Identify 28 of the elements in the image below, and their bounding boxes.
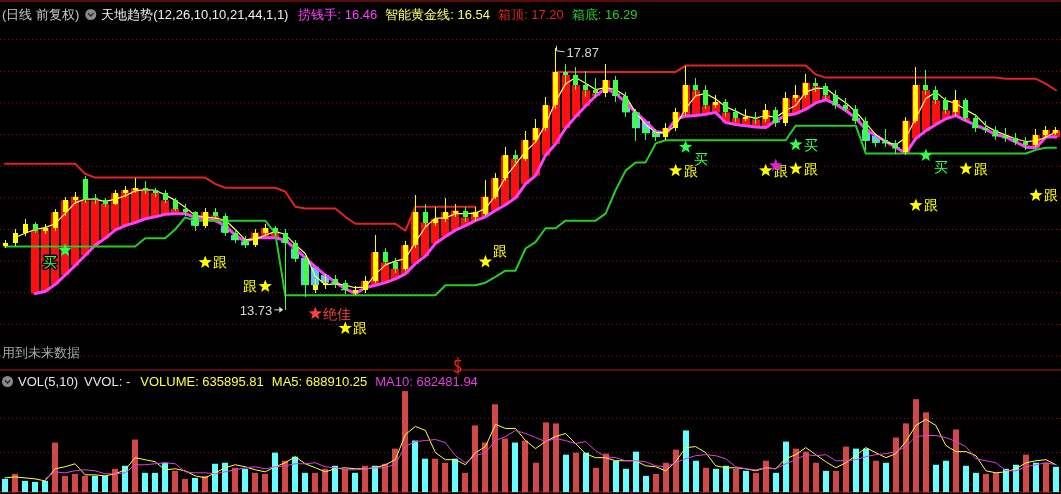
signal-point: 跟	[338, 320, 368, 337]
series-label: 绝佳	[323, 305, 352, 322]
series-label: 跟	[493, 242, 508, 259]
signal-point: 跟	[959, 160, 988, 177]
signal-point: 跟	[478, 242, 508, 268]
signal-point: 买	[919, 148, 948, 176]
chart-title: VOL(5,10)	[18, 374, 78, 389]
text: 天地趋势(12,26,10,10,21,44,1,1)	[101, 7, 289, 22]
text: 智能黄金线: 16.54	[385, 7, 490, 22]
series-label: 买	[803, 136, 818, 153]
text: 13.73	[239, 302, 273, 318]
signal-point: 跟	[1029, 187, 1058, 204]
signal-point: 跟	[909, 197, 938, 214]
signal-point: 买	[789, 136, 818, 153]
text: VOLUME: 635895.81	[140, 374, 264, 389]
chart-subtitle: VVOL: -	[83, 374, 131, 389]
signal-point: 跟	[789, 160, 818, 177]
text: 17.87	[566, 44, 600, 60]
signal-point: 跟	[243, 278, 272, 295]
signal-point: 绝佳	[308, 305, 352, 322]
text: 箱顶: 17.20	[497, 7, 564, 22]
annotation: 用到未来数据	[2, 345, 80, 360]
text: 捞钱手: 16.46	[298, 7, 378, 22]
signal-point: 跟	[198, 254, 228, 271]
text: 箱底: 16.29	[571, 7, 638, 22]
text: MA10: 682481.94	[375, 374, 478, 389]
text: MA5: 688910.25	[271, 374, 368, 389]
text: (日线 前复权)	[2, 7, 80, 22]
